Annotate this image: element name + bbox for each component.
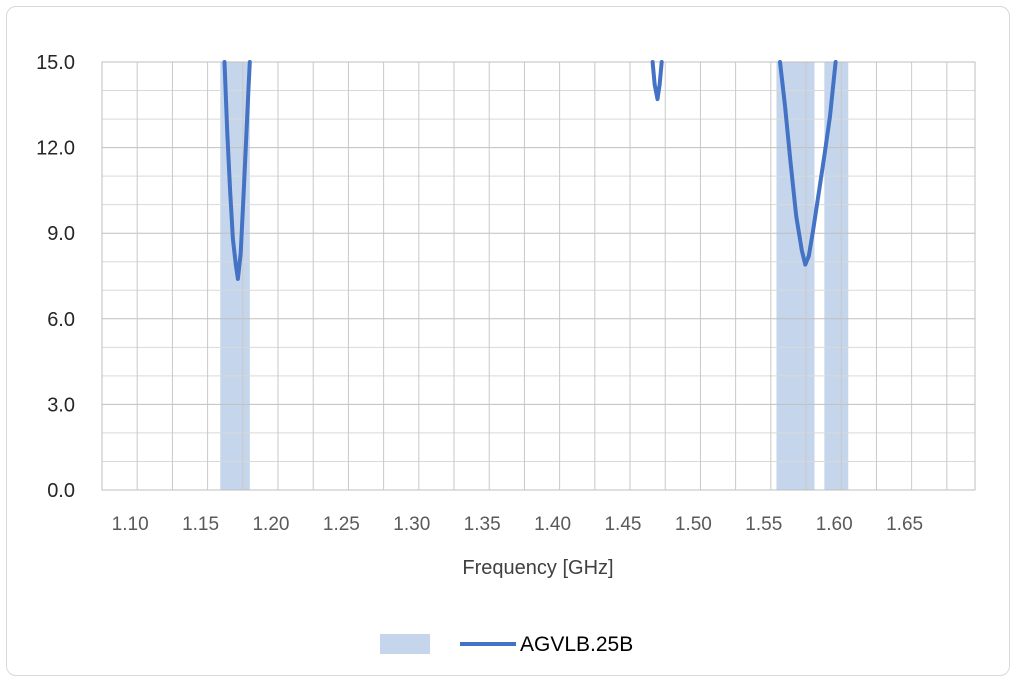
highlight-band-2	[776, 62, 815, 490]
band-layer	[220, 62, 849, 490]
y-tick-labels: 0.0 3.0 6.0 9.0 12.0 15.0	[36, 52, 75, 502]
x-tick-label: 1.15	[182, 514, 219, 535]
series-line-segment-1	[222, 60, 252, 281]
x-tick-label: 1.55	[745, 514, 782, 535]
y-tick-label: 9.0	[47, 223, 75, 245]
x-tick-label: 1.45	[604, 514, 641, 535]
legend: AGVLB.25B	[380, 633, 633, 656]
x-tick-label: 1.25	[323, 514, 360, 535]
x-tick-label: 1.20	[252, 514, 289, 535]
x-tick-labels: 1.10 1.15 1.20 1.25 1.30 1.35 1.40 1.45 1.50 1.55…	[112, 514, 923, 535]
x-tick-label: 1.40	[534, 514, 571, 535]
x-tick-label: 1.30	[393, 514, 430, 535]
x-tick-label: 1.65	[886, 514, 923, 535]
y-tick-label: 12.0	[36, 138, 75, 160]
legend-label: AGVLB.25B	[520, 633, 633, 656]
x-tick-label: 1.60	[816, 514, 853, 535]
y-tick-label: 3.0	[47, 394, 75, 416]
legend-band-swatch	[380, 634, 430, 654]
series-layer	[222, 60, 838, 281]
x-tick-label: 1.50	[675, 514, 712, 535]
series-line-segment-3	[778, 60, 838, 267]
x-tick-label: 1.35	[464, 514, 501, 535]
series-line-segment-2	[650, 60, 664, 102]
y-tick-label: 15.0	[36, 52, 75, 74]
plot-area-border	[101, 61, 976, 491]
x-tick-label: 1.10	[112, 514, 149, 535]
highlight-band-3	[824, 62, 849, 490]
x-axis-title: Frequency [GHz]	[462, 557, 613, 579]
y-tick-label: 6.0	[47, 309, 75, 331]
y-tick-label: 0.0	[47, 480, 75, 502]
